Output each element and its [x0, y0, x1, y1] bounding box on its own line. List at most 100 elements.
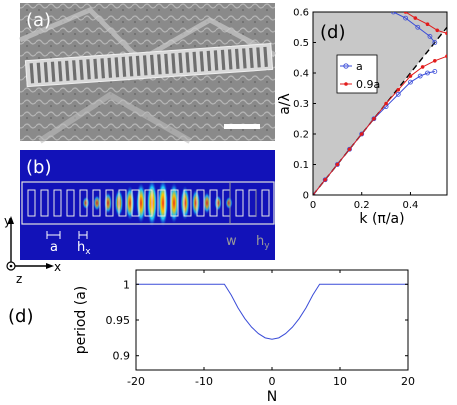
panel-band-diagram: 0 0.1 0.2 0.3 0.4 0.5 0.6 0 0.2 0.4 (d) k (π/a) a… [277, 8, 448, 227]
x-axis-glyph-label: x [54, 260, 61, 274]
period-curve [136, 283, 408, 340]
band-point [372, 116, 376, 121]
band-ytick-label: 0.5 [293, 38, 309, 49]
nanobeam-hole [93, 58, 98, 79]
band-point [425, 70, 430, 76]
panel-a-label: (a) [26, 10, 51, 31]
nanobeam-hole [185, 52, 191, 73]
nanobeam-hole [43, 62, 49, 83]
band-point [445, 54, 447, 59]
band-series [313, 12, 447, 195]
field-lobe [103, 191, 113, 215]
band-point [384, 101, 388, 106]
beam-hole [27, 189, 36, 217]
field-lobe [135, 181, 147, 225]
period-xtick-label: 0 [269, 375, 276, 388]
beam-hole [92, 189, 101, 217]
a-dimension-label: a [50, 240, 58, 255]
beam-hole [79, 189, 88, 217]
nanobeam-hole [171, 53, 176, 74]
period-ylabel: period (a) [73, 286, 89, 355]
y-axis-glyph-label: y [4, 214, 11, 228]
band-point [347, 146, 352, 152]
band-ytick-label: 0.4 [293, 69, 309, 80]
hx-dimension-label: hx [77, 240, 91, 257]
band-xtick-label: 0.2 [354, 200, 370, 211]
nanobeam-hole [65, 60, 70, 81]
beam-hole [157, 189, 166, 217]
nanobeam-hole [242, 48, 247, 69]
period-ticks: 0.9 0.95 1 -20 -10 0 10 20 [106, 270, 415, 388]
field-lobe [202, 191, 212, 215]
legend-box [336, 54, 378, 94]
nanobeam-holes [29, 46, 268, 84]
nanobeam-hole [213, 50, 219, 71]
band-point [420, 65, 425, 69]
nanobeam-hole [50, 61, 56, 82]
beam-hole [209, 189, 218, 217]
beam-hole [66, 189, 75, 217]
beam-hole [40, 189, 49, 217]
beam-hole [53, 189, 62, 217]
beam-hole [118, 189, 127, 217]
band-line-2 [313, 55, 447, 195]
band-ytick-label: 0.3 [293, 99, 309, 110]
panel-period: 0.9 0.95 1 -20 -10 0 10 20 (d) N period (a) [8, 269, 415, 405]
nanobeam-hole [135, 55, 141, 76]
band-point [359, 132, 364, 136]
field-lobe [157, 178, 169, 228]
band-point [395, 91, 401, 97]
beam-hole [196, 189, 205, 217]
band-point [322, 177, 328, 183]
period-xtick-label: -10 [195, 375, 213, 388]
nanobeam-hole [107, 57, 113, 78]
band-ytick-label: 0 [303, 191, 309, 202]
field-lobe [214, 194, 222, 212]
nanobeam-hole [79, 59, 84, 80]
period-xlabel: N [267, 389, 277, 405]
band-point [323, 177, 327, 182]
band-xtick-label: 0.4 [403, 200, 419, 211]
band-point [435, 28, 440, 33]
scale-bar [224, 124, 260, 129]
band-point [335, 162, 340, 167]
period-xtick-label: -20 [127, 375, 145, 388]
band-xtick-label: 0 [310, 200, 316, 211]
band-point [417, 73, 423, 79]
band-point [425, 22, 430, 27]
band-point [427, 34, 433, 39]
beam-hole [183, 189, 192, 217]
beam-hole [261, 189, 270, 217]
beam-holes [27, 189, 270, 217]
panel-b-label: (b) [26, 157, 51, 178]
legend-label-a: a [356, 60, 363, 73]
field-lobe [225, 196, 233, 210]
beam-hole [105, 189, 114, 217]
panel-b: (b) a hx w hy y x z [4, 150, 275, 286]
nanobeam-hole [86, 59, 91, 80]
sem-background-fiber [38, 91, 192, 144]
w-dimension-label: w [226, 234, 237, 249]
band-point [432, 69, 438, 74]
nanobeam-hole [142, 55, 148, 76]
nanobeam-hole [72, 60, 77, 81]
band-point [413, 16, 418, 20]
panel-a: (a) [19, 3, 277, 144]
coordinate-axes-icon: y x z [4, 214, 61, 286]
band-point [408, 79, 413, 85]
band-ticks: 0 0.1 0.2 0.3 0.4 0.5 0.6 0 0.2 0.4 [293, 8, 418, 212]
nanobeam-hole [29, 63, 35, 84]
nanobeam-hole [220, 49, 226, 70]
panel-d2-label: (d) [8, 306, 33, 327]
nanobeam-hole [150, 54, 155, 75]
nanobeam-hole [157, 54, 162, 75]
beam-outline [21, 181, 275, 225]
band-point [432, 40, 438, 45]
band-point [433, 59, 437, 63]
band-point [347, 147, 352, 152]
nanobeam-hole [256, 47, 261, 68]
nanobeam-hole [164, 53, 169, 74]
nanobeam-hole [263, 46, 268, 68]
